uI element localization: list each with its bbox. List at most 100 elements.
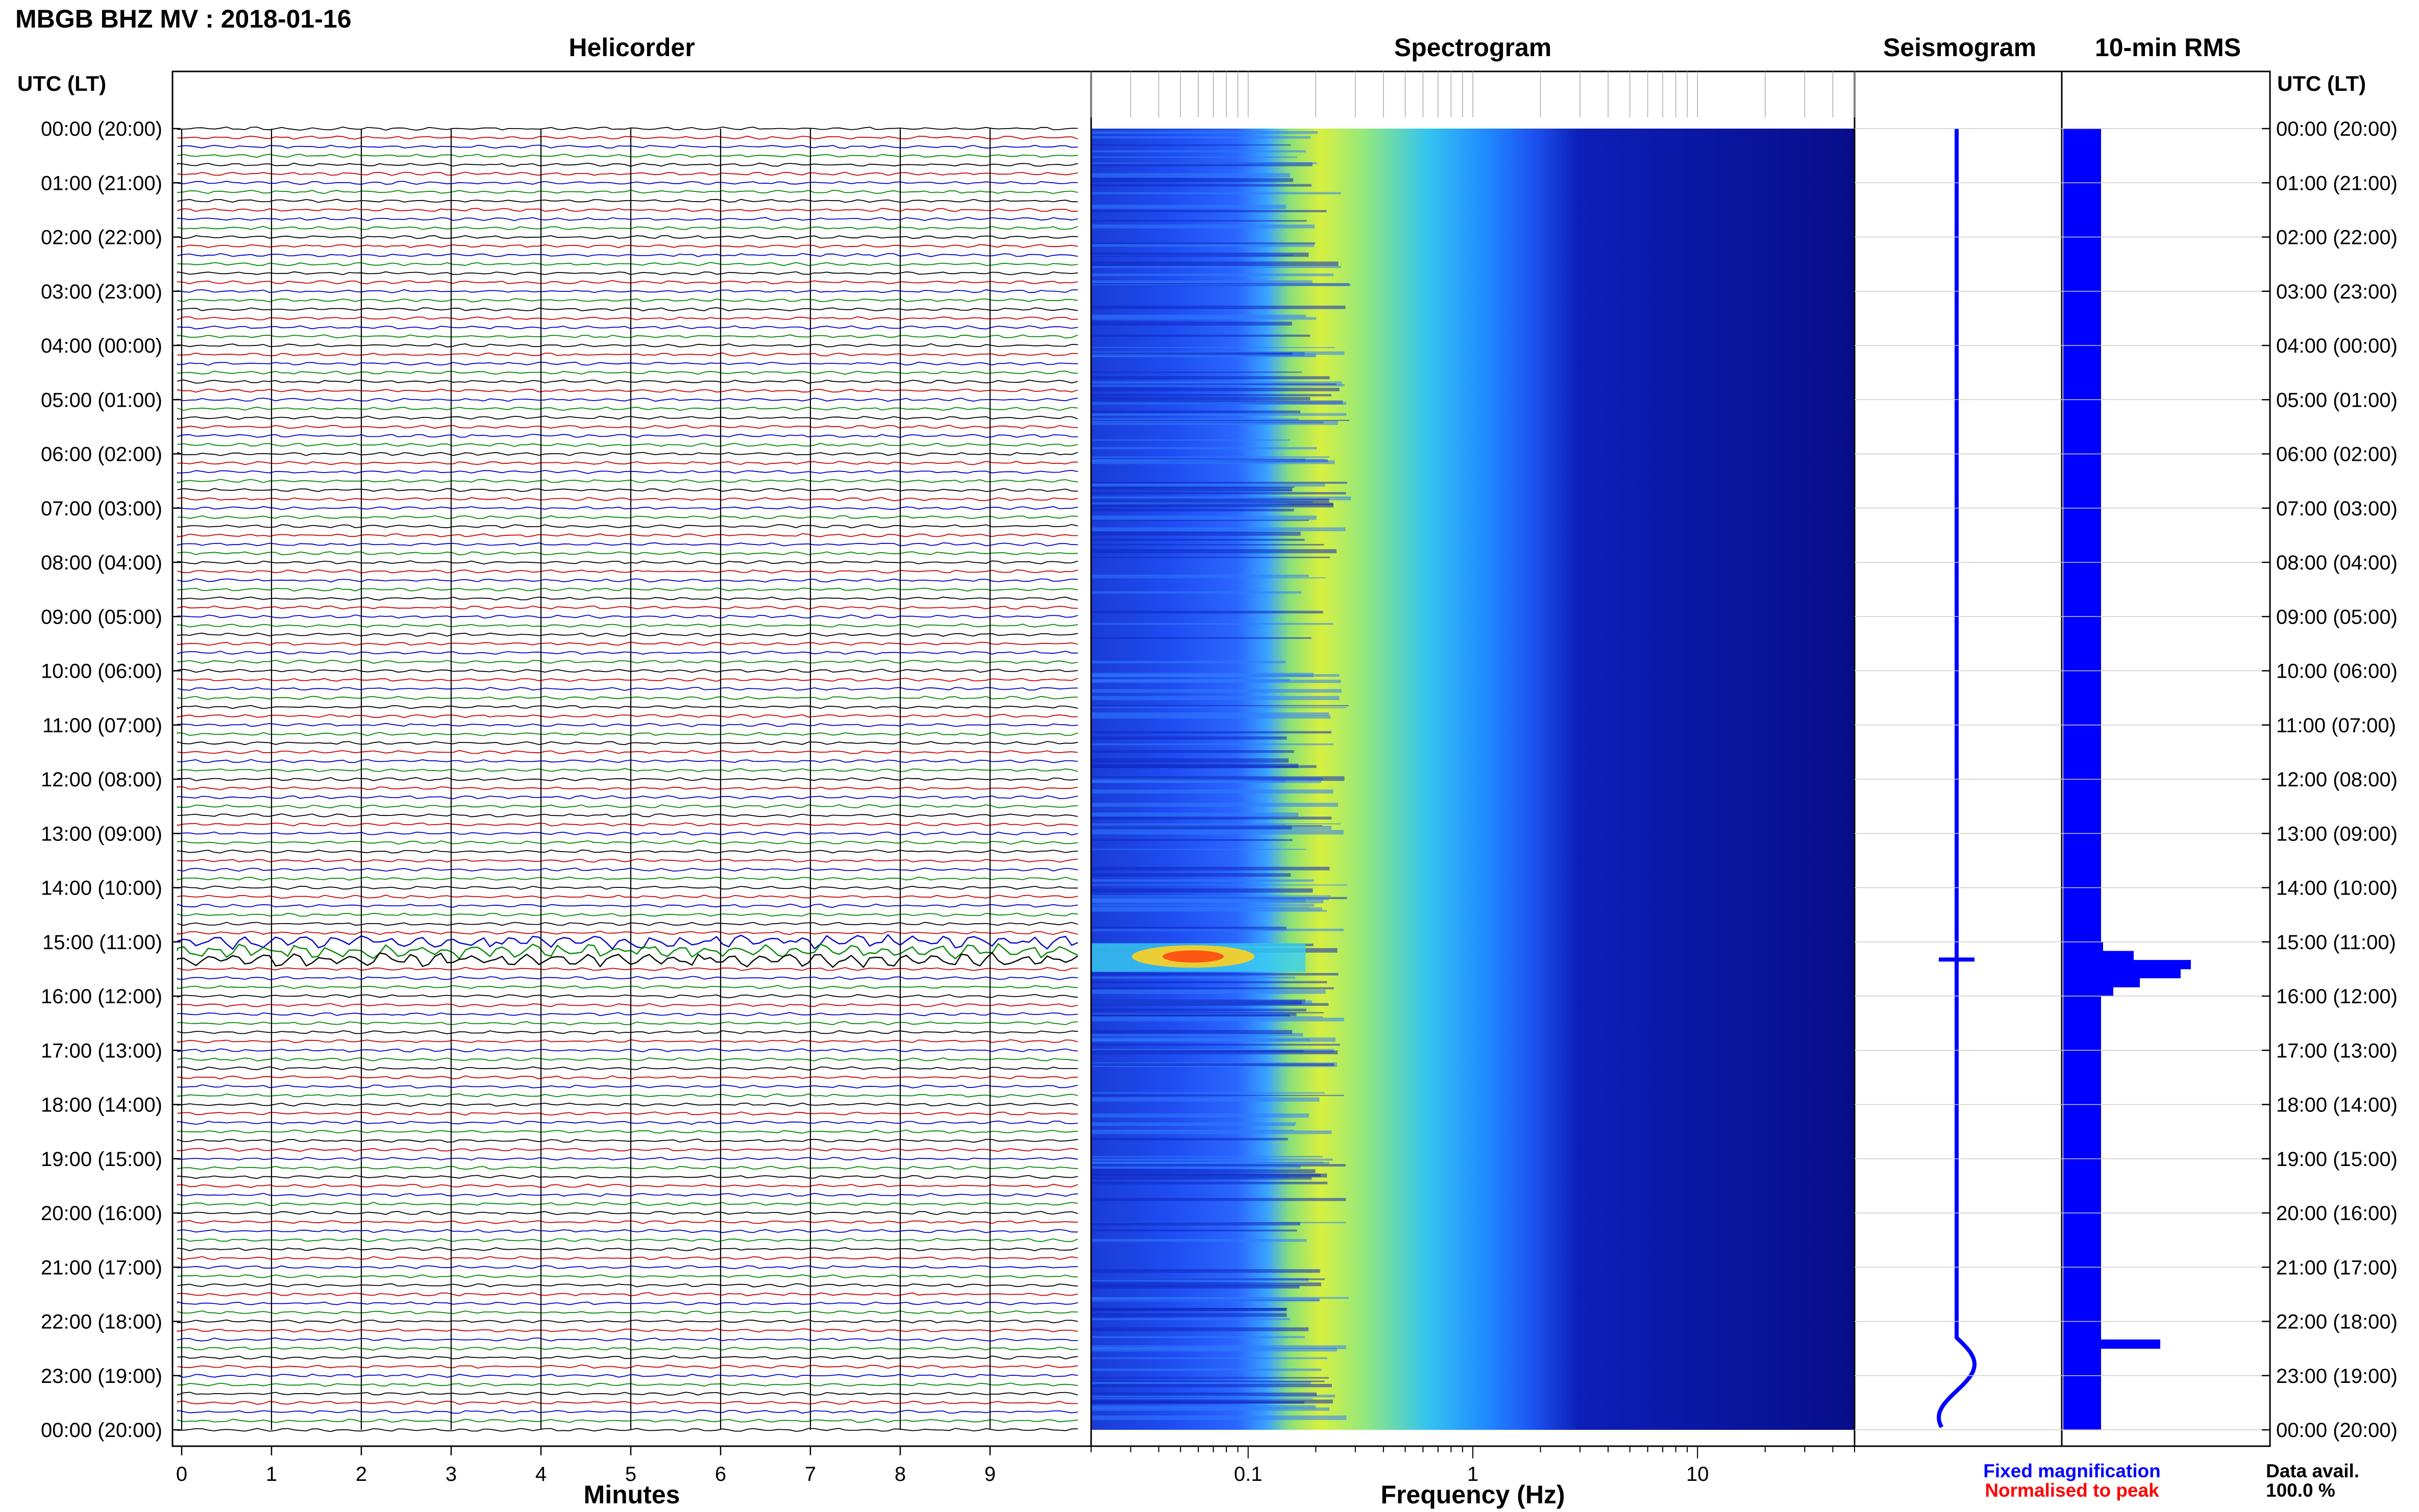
time-tick-left: 16:00 (12:00) <box>41 985 162 1008</box>
helicorder-x-tick-label: 1 <box>266 1463 277 1485</box>
rms-bar <box>2063 526 2101 536</box>
spectrogram-stripe <box>1091 715 1331 719</box>
rms-bar <box>2063 598 2101 608</box>
helicorder-trace <box>177 1193 1078 1197</box>
spectrogram-stripe <box>1091 823 1341 825</box>
spectrogram-stripe <box>1091 1181 1328 1184</box>
spectrogram-stripe <box>1091 519 1309 522</box>
helicorder-trace <box>177 759 1078 763</box>
rms-bar <box>2063 237 2101 246</box>
helicorder-trace <box>177 1175 1078 1179</box>
spectrogram-stripe <box>1091 879 1314 882</box>
spectrogram-stripe <box>1091 162 1317 164</box>
spectrogram-stripe <box>1091 353 1293 355</box>
rms-bar <box>2063 851 2101 861</box>
spectrogram-stripe <box>1091 284 1351 286</box>
rms-bar <box>2063 824 2101 834</box>
spectrogram-stripe <box>1091 1044 1340 1046</box>
helicorder-trace <box>177 208 1078 212</box>
time-tick-left: 14:00 (10:00) <box>41 877 162 900</box>
seismogram-title: Seismogram <box>1883 33 2037 62</box>
time-tick-left: 18:00 (14:00) <box>41 1094 162 1117</box>
helicorder-trace <box>177 741 1078 746</box>
time-tick-left: 05:00 (01:00) <box>41 389 162 411</box>
legend-normalised-to-peak: Normalised to peak <box>1985 1480 2159 1501</box>
rms-bar <box>2063 219 2101 229</box>
rms-bar <box>2063 1240 2101 1250</box>
rms-bar <box>2063 535 2101 545</box>
rms-bar <box>2063 1348 2101 1358</box>
helicorder-trace <box>177 849 1078 854</box>
time-tick-right: 04:00 (00:00) <box>2276 335 2398 357</box>
spectrogram-stripe <box>1091 447 1317 450</box>
spectrogram-stripe <box>1091 765 1317 768</box>
rms-bar <box>2063 508 2101 517</box>
helicorder-trace <box>177 506 1078 510</box>
spectrogram-stripe <box>1091 884 1348 886</box>
rms-bar <box>2063 987 2113 997</box>
helicorder-trace <box>177 469 1078 474</box>
helicorder-trace <box>177 1183 1078 1188</box>
spectrogram-stripe <box>1091 1377 1329 1379</box>
spectrogram-stripe <box>1091 637 1312 639</box>
spectrogram-stripe <box>1091 1345 1346 1349</box>
rms-bar <box>2063 345 2101 355</box>
time-tick-right: 16:00 (12:00) <box>2276 985 2398 1008</box>
time-tick-left: 08:00 (04:00) <box>41 552 162 574</box>
spectrogram-stripe <box>1091 413 1347 416</box>
helicorder-trace <box>177 298 1078 303</box>
rms-bar <box>2063 897 2101 906</box>
helicorder-trace <box>177 189 1078 194</box>
spectrogram-stripe <box>1091 981 1327 983</box>
helicorder-trace <box>177 1337 1078 1342</box>
rms-bar <box>2063 318 2101 328</box>
rms-bar <box>2063 870 2101 879</box>
spectrogram-stripe <box>1091 873 1291 877</box>
time-tick-right: 05:00 (01:00) <box>2276 389 2398 411</box>
helicorder-trace <box>177 1355 1078 1360</box>
spectrogram-stripe <box>1091 1392 1317 1396</box>
spectrogram-stripe <box>1091 1033 1303 1037</box>
rms-bar <box>2063 300 2101 310</box>
helicorder-trace <box>177 952 1078 969</box>
time-tick-left: 19:00 (15:00) <box>41 1148 162 1171</box>
helicorder-trace <box>177 461 1078 465</box>
spectrogram-stripe <box>1091 1336 1305 1339</box>
rms-bar <box>2063 336 2101 346</box>
spectrogram-x-tick-label: 1 <box>1467 1463 1478 1485</box>
helicorder-trace <box>177 1265 1078 1269</box>
rms-bar <box>2063 246 2101 256</box>
rms-bar <box>2063 408 2101 418</box>
spectrogram-stripe <box>1091 371 1302 373</box>
helicorder-trace <box>177 433 1078 438</box>
rms-bar <box>2063 806 2101 816</box>
helicorder-trace <box>177 1084 1078 1089</box>
rms-bar <box>2063 210 2101 219</box>
rms-bar <box>2063 607 2101 617</box>
helicorder-trace <box>177 542 1078 547</box>
helicorder-trace <box>177 524 1078 529</box>
rms-bar <box>2063 815 2101 825</box>
rms-bar <box>2063 1231 2101 1241</box>
helicorder-trace <box>177 587 1078 592</box>
helicorder-trace <box>177 1292 1078 1297</box>
helicorder-trace <box>177 316 1078 320</box>
helicorder-trace <box>177 1229 1078 1233</box>
spectrogram-event-core <box>1163 950 1224 963</box>
helicorder-trace <box>177 181 1078 185</box>
rms-bar <box>2063 643 2101 653</box>
spectrogram-stripe <box>1091 1008 1306 1011</box>
rms-bar <box>2063 1285 2101 1295</box>
rms-bar <box>2063 707 2101 716</box>
rms-bar <box>2063 1032 2101 1042</box>
rms-bar <box>2063 743 2101 753</box>
rms-bar <box>2063 381 2101 391</box>
helicorder-trace <box>177 922 1078 926</box>
helicorder-trace <box>177 1382 1078 1387</box>
helicorder-x-tick-label: 5 <box>625 1463 636 1485</box>
spectrogram-stripe <box>1091 899 1324 904</box>
helicorder-trace <box>177 903 1078 908</box>
rms-bar <box>2063 1195 2101 1204</box>
rms-bar <box>2063 1321 2101 1331</box>
